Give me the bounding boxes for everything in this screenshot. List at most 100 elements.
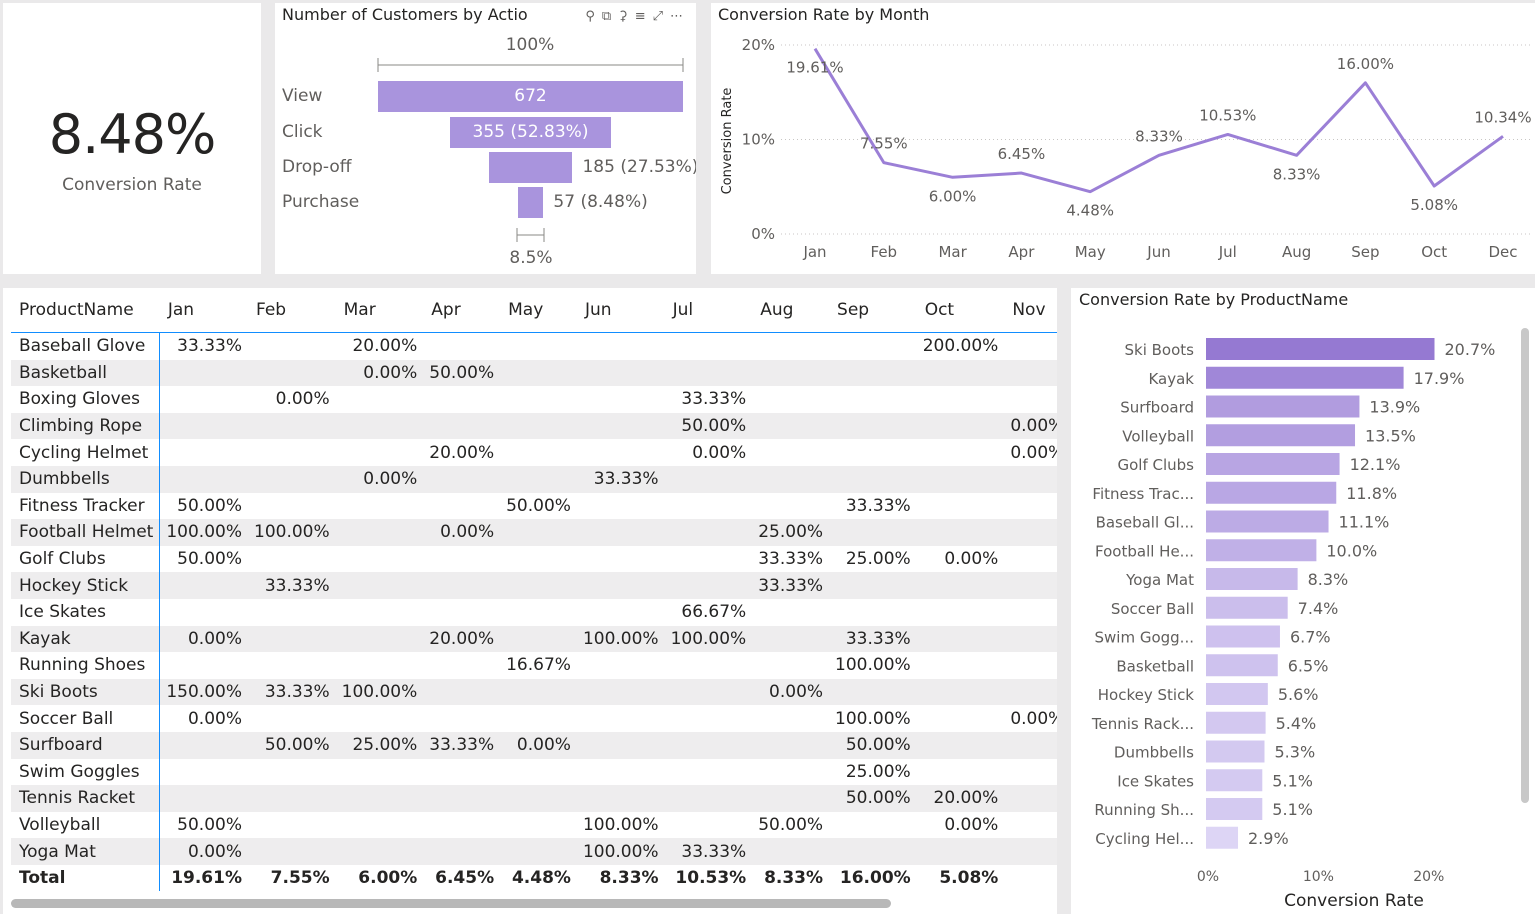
bar[interactable] — [1206, 596, 1288, 619]
bar[interactable] — [1206, 510, 1329, 533]
funnel-bar[interactable] — [449, 117, 612, 148]
table-row[interactable]: Surfboard 50.00% 25.00% 33.33% 0.00% 50.00% — [11, 731, 1057, 759]
table-row[interactable]: Yoga Mat 0.00% 100.00% 33.33% — [11, 838, 1057, 865]
bar[interactable] — [1206, 539, 1317, 562]
focus-mode-icon[interactable]: ⤢ — [652, 9, 670, 24]
bar[interactable] — [1206, 424, 1356, 447]
table-row[interactable]: Kayak 0.00% 20.00% 100.00% 100.00% 33.33% — [11, 625, 1057, 653]
value-cell: 50.00% — [177, 549, 242, 570]
table-row[interactable]: Climbing Rope 50.00% 0.00% — [11, 412, 1057, 440]
table-row[interactable]: Baseball Glove 33.33% 20.00% 200.00% — [11, 332, 1057, 360]
kpi-card[interactable]: 8.48% Conversion Rate — [3, 3, 261, 274]
column-header[interactable]: May — [500, 288, 577, 333]
column-header[interactable]: Oct — [916, 288, 1005, 333]
value-cell — [500, 439, 577, 466]
table-row[interactable]: Football Helmet 100.00% 100.00% 0.00% 25.00% — [11, 519, 1057, 546]
x-tick-label: Sep — [1351, 243, 1379, 261]
bar[interactable] — [1206, 740, 1265, 763]
funnel-axis-lines — [377, 58, 684, 242]
bar[interactable] — [1206, 366, 1404, 389]
value-cell: 0.00% — [187, 708, 242, 729]
value-cell: 16.67% — [506, 655, 571, 676]
column-header[interactable]: Mar — [335, 288, 424, 333]
value-cell: 0.00% — [275, 389, 330, 410]
funnel-bar[interactable] — [488, 152, 573, 183]
pin-icon[interactable]: ⚲ — [585, 9, 602, 24]
value-cell: 16.00% — [839, 868, 911, 889]
value-cell — [576, 678, 665, 706]
value-cell — [335, 838, 424, 865]
data-label: 5.3% — [1275, 743, 1316, 762]
table-row[interactable]: Dumbbells 0.00% 33.33% — [11, 465, 1057, 493]
bar-chart-card[interactable]: Conversion Rate by ProductName Ski Boots… — [1071, 288, 1535, 914]
bell-icon[interactable]: ⚳ — [618, 9, 635, 24]
bar[interactable] — [1206, 683, 1268, 705]
value-cell — [665, 812, 753, 839]
bar[interactable] — [1206, 568, 1298, 590]
line-chart-card[interactable]: Conversion Rate by Month 0% 10% 20% Convers… — [711, 3, 1535, 274]
value-cell: 100.00% — [335, 678, 424, 706]
bar[interactable] — [1206, 481, 1337, 504]
copy-icon[interactable]: ⧉ — [601, 9, 619, 24]
bar[interactable] — [1206, 395, 1360, 418]
column-header[interactable]: Sep — [829, 288, 917, 333]
value-cell: 0.00% — [159, 625, 248, 653]
value-cell — [752, 599, 829, 626]
column-header[interactable]: Nov — [1004, 288, 1057, 333]
data-label: 11.1% — [1339, 513, 1390, 532]
data-label: 11.8% — [1346, 484, 1397, 503]
funnel-bar[interactable] — [378, 81, 683, 112]
bar[interactable] — [1206, 769, 1263, 792]
vertical-scrollbar[interactable] — [1521, 328, 1529, 803]
column-header[interactable]: Apr — [423, 288, 501, 333]
funnel-bar[interactable] — [517, 187, 544, 218]
bar[interactable] — [1206, 798, 1263, 820]
funnel-value-label: 57 (8.48%) — [553, 192, 648, 212]
table-row[interactable]: Ski Boots 150.00% 33.33% 100.00% 0.00% — [11, 678, 1057, 706]
column-header[interactable]: Jul — [664, 288, 753, 333]
filter-icon[interactable]: ≡ — [634, 9, 653, 24]
column-header[interactable]: ProductName — [11, 288, 160, 333]
bar[interactable] — [1206, 826, 1239, 849]
value-cell — [1004, 359, 1057, 387]
horizontal-scrollbar[interactable] — [11, 899, 891, 908]
table-row[interactable]: Ice Skates 66.67% — [11, 598, 1057, 626]
category-label: Cycling Hel... — [1095, 830, 1194, 848]
more-options-icon[interactable]: ⋯ — [670, 9, 690, 24]
value-cell: 25.00% — [845, 549, 911, 570]
value-cell — [577, 439, 665, 466]
table-row[interactable]: Hockey Stick 33.33% 33.33% — [11, 572, 1057, 599]
bar[interactable] — [1206, 453, 1340, 475]
column-header[interactable]: Aug — [752, 288, 830, 333]
value-cell: 0.00% — [500, 731, 577, 759]
matrix-table-card[interactable]: ProductName Jan Feb Mar Apr May Jun Jul Aug Sep Oc… — [3, 288, 1057, 914]
column-header[interactable]: Jan — [159, 288, 248, 333]
table-row[interactable]: Boxing Gloves 0.00% 33.33% — [11, 386, 1057, 413]
table-row[interactable]: Running Shoes 16.67% 100.00% — [11, 652, 1057, 679]
bar[interactable] — [1206, 338, 1435, 360]
value-cell — [159, 785, 248, 812]
table-row[interactable]: Soccer Ball 0.00% 100.00% 0.00% — [11, 705, 1057, 732]
matrix-body: Baseball Glove 33.33% 20.00% 200.00% Basketb… — [11, 332, 1057, 892]
category-label: Baseball Gl... — [1096, 514, 1194, 532]
value-cell — [423, 412, 501, 440]
total-row[interactable]: Total 19.61% 7.55% 6.00% 6.45% 4.48% 8.33% 10.5… — [11, 864, 1057, 892]
table-row[interactable]: Swim Goggles 25.00% — [11, 758, 1057, 786]
column-header[interactable]: Jun — [576, 288, 665, 333]
value-cell — [1004, 759, 1057, 786]
value-cell — [423, 572, 501, 599]
value-cell — [335, 625, 424, 653]
table-row[interactable]: Basketball 0.00% 50.00% — [11, 359, 1057, 387]
table-row[interactable]: Golf Clubs 50.00% 33.33% 25.00% 0.00% — [11, 545, 1057, 573]
table-row[interactable]: Volleyball 50.00% 100.00% 50.00% 0.00% — [11, 811, 1057, 839]
bar[interactable] — [1206, 711, 1266, 734]
column-header[interactable]: Feb — [248, 288, 336, 333]
data-label: 7.4% — [1298, 599, 1339, 618]
table-row[interactable]: Fitness Tracker 50.00% 50.00% 33.33% — [11, 492, 1057, 520]
table-row[interactable]: Cycling Helmet 20.00% 0.00% 0.00% — [11, 439, 1057, 466]
x-tick-label: Jan — [802, 243, 826, 261]
bar[interactable] — [1206, 654, 1278, 677]
funnel-chart-card[interactable]: Number of Customers by Actio ⚲⧉⚳≡⤢⋯ 100%… — [275, 3, 696, 274]
bar[interactable] — [1206, 625, 1280, 648]
table-row[interactable]: Tennis Racket 50.00% 20.00% — [11, 785, 1057, 812]
